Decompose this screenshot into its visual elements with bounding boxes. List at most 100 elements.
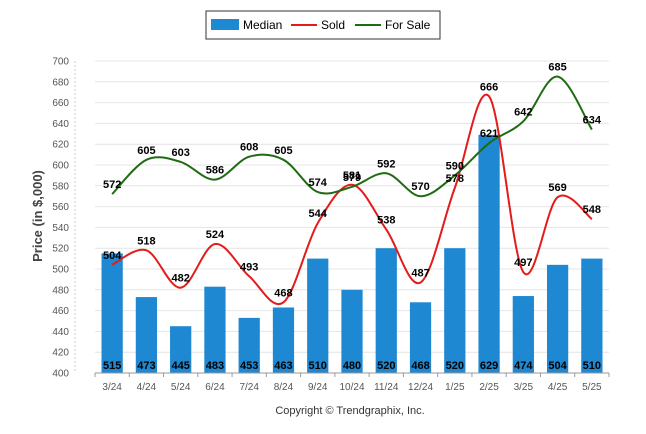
sold-point-label: 487 bbox=[411, 268, 429, 280]
x-tick-label: 2/25 bbox=[479, 382, 499, 393]
median-bar-label: 463 bbox=[274, 360, 292, 372]
y-tick-label: 500 bbox=[52, 265, 69, 276]
for-sale-point-label: 592 bbox=[377, 158, 395, 170]
sold-point-label: 493 bbox=[240, 261, 258, 273]
x-tick-label: 4/24 bbox=[137, 382, 157, 393]
for-sale-point-label: 579 bbox=[343, 172, 361, 184]
median-bar-label: 474 bbox=[514, 360, 533, 372]
median-bar-label: 445 bbox=[171, 360, 189, 372]
x-tick-label: 4/25 bbox=[548, 382, 568, 393]
legend: Median Sold For Sale bbox=[205, 10, 441, 40]
copyright-text: Copyright © Trendgraphix, Inc. bbox=[275, 405, 424, 417]
median-bar bbox=[546, 264, 569, 373]
median-bar-label: 520 bbox=[377, 360, 395, 372]
for-sale-point-label: 608 bbox=[240, 142, 258, 154]
sold-point-label: 581 bbox=[343, 170, 361, 182]
x-tick-label: 5/24 bbox=[171, 382, 191, 393]
legend-swatch-median bbox=[211, 19, 239, 30]
y-axis-title: Price (in $,000) bbox=[30, 170, 45, 262]
x-tick-label: 9/24 bbox=[308, 382, 328, 393]
sold-point-label: 504 bbox=[103, 250, 122, 262]
y-tick-label: 540 bbox=[52, 223, 69, 234]
median-bar-label: 510 bbox=[583, 360, 601, 372]
for-sale-point-label: 685 bbox=[548, 62, 566, 74]
median-bar-label: 510 bbox=[309, 360, 327, 372]
for-sale-point-label: 603 bbox=[171, 147, 189, 159]
median-bar bbox=[272, 307, 295, 373]
sold-line bbox=[111, 93, 593, 306]
series-lines bbox=[111, 75, 593, 306]
median-bar bbox=[238, 317, 260, 373]
y-tick-label: 460 bbox=[52, 306, 69, 317]
x-tick-label: 10/24 bbox=[339, 382, 364, 393]
x-tick-label: 5/25 bbox=[582, 382, 602, 393]
x-tick-label: 11/24 bbox=[374, 382, 399, 393]
for-sale-point-label: 621 bbox=[480, 128, 498, 140]
legend-label-median: Median bbox=[243, 18, 282, 32]
y-tick-label: 620 bbox=[52, 140, 69, 151]
median-bar bbox=[512, 296, 534, 373]
sold-point-label: 569 bbox=[548, 182, 566, 194]
median-bar bbox=[478, 134, 500, 373]
median-bar-label: 629 bbox=[480, 360, 498, 372]
median-bar-label: 504 bbox=[548, 360, 567, 372]
y-tick-label: 600 bbox=[52, 161, 69, 172]
median-bar bbox=[170, 326, 192, 373]
sold-point-label: 544 bbox=[309, 208, 328, 220]
y-tick-label: 520 bbox=[52, 244, 69, 255]
for-sale-point-label: 572 bbox=[103, 179, 121, 191]
y-tick-label: 680 bbox=[52, 77, 69, 88]
median-bar-label: 480 bbox=[343, 360, 361, 372]
for-sale-point-label: 634 bbox=[583, 115, 602, 127]
median-bar bbox=[375, 248, 397, 373]
x-tick-label: 1/25 bbox=[445, 382, 465, 393]
sold-point-label: 578 bbox=[446, 173, 464, 185]
data-labels: 515 473 445 483 453 463 510 480 520 468 520 629 474 5… bbox=[103, 62, 602, 372]
y-tick-label: 560 bbox=[52, 202, 69, 213]
sold-point-label: 524 bbox=[206, 229, 225, 241]
median-bar bbox=[444, 248, 466, 373]
for-sale-point-label: 605 bbox=[137, 145, 155, 157]
for-sale-line bbox=[111, 75, 593, 198]
for-sale-point-label: 570 bbox=[411, 181, 429, 193]
y-tick-label: 400 bbox=[52, 369, 69, 380]
median-bar bbox=[581, 258, 603, 373]
median-bar bbox=[307, 258, 329, 373]
for-sale-point-label: 586 bbox=[206, 165, 224, 177]
x-tick-label: 7/24 bbox=[239, 382, 259, 393]
median-bar-label: 515 bbox=[103, 360, 121, 372]
median-bar-label: 473 bbox=[137, 360, 155, 372]
axes: 400 420 440 460 480 500 520 540 560 580 600 620 640 6… bbox=[52, 57, 610, 393]
legend-label-sold: Sold bbox=[321, 18, 345, 32]
for-sale-point-label: 590 bbox=[446, 160, 464, 172]
y-tick-label: 420 bbox=[52, 348, 69, 359]
x-tick-label: 3/24 bbox=[102, 382, 122, 393]
median-bar-label: 520 bbox=[446, 360, 464, 372]
y-tick-label: 640 bbox=[52, 119, 69, 130]
median-bar bbox=[101, 253, 123, 373]
median-bar bbox=[204, 286, 226, 373]
legend-box bbox=[205, 10, 441, 40]
y-tick-label: 480 bbox=[52, 285, 69, 296]
median-bar bbox=[409, 302, 432, 373]
sold-point-label: 538 bbox=[377, 214, 395, 226]
sold-point-label: 548 bbox=[583, 204, 601, 216]
median-bar bbox=[341, 289, 363, 373]
x-tick-label: 3/25 bbox=[514, 382, 534, 393]
sold-point-label: 468 bbox=[274, 287, 292, 299]
median-bars bbox=[101, 134, 603, 373]
legend-label-for-sale: For Sale bbox=[385, 18, 431, 32]
median-bar-label: 483 bbox=[206, 360, 224, 372]
for-sale-point-label: 605 bbox=[274, 145, 292, 157]
sold-point-label: 518 bbox=[137, 235, 155, 247]
x-tick-label: 12/24 bbox=[408, 382, 433, 393]
median-bar bbox=[135, 297, 158, 373]
y-tick-label: 580 bbox=[52, 181, 69, 192]
sold-point-label: 666 bbox=[480, 81, 498, 93]
y-tick-label: 440 bbox=[52, 327, 69, 338]
sold-point-label: 497 bbox=[514, 257, 532, 269]
for-sale-point-label: 642 bbox=[514, 106, 532, 118]
sold-point-label: 482 bbox=[171, 273, 189, 285]
